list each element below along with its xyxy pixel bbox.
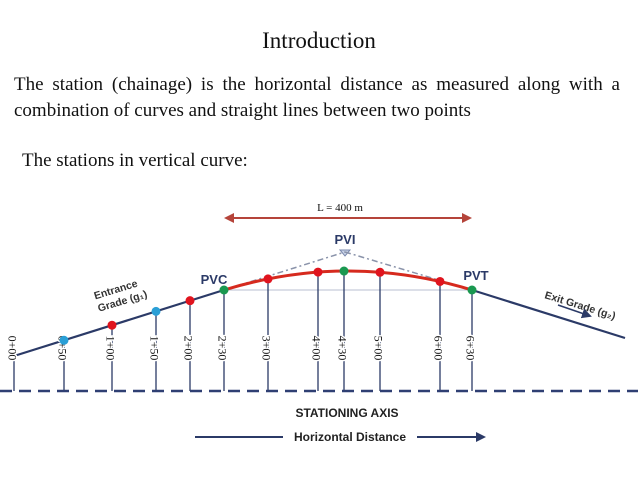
- exit-grade-arrow: [557, 304, 592, 319]
- station-label: 1+00: [103, 336, 117, 361]
- entrance-grade-label: Entrance Grade (g₁): [93, 278, 149, 315]
- station-point-red: [107, 320, 117, 330]
- station-point-red: [313, 267, 323, 277]
- pvc-label: PVC: [201, 272, 228, 287]
- station-label: 6+00: [431, 336, 445, 361]
- subheading: The stations in vertical curve:: [22, 150, 248, 171]
- station-label: 2+30: [215, 336, 229, 361]
- station-label: 5+00: [371, 336, 385, 361]
- station-point-red: [263, 274, 273, 284]
- pvi-label: PVI: [335, 232, 356, 247]
- station-label: 4+30: [335, 336, 349, 361]
- horizontal-distance-label: Horizontal Distance: [294, 430, 406, 444]
- station-point-green: [339, 266, 349, 276]
- station-label: 2+00: [181, 336, 195, 361]
- slide-title: Introduction: [262, 28, 376, 53]
- station-point-blue: [151, 306, 161, 316]
- station-label: 0+00: [5, 336, 19, 361]
- exit-tangent: [471, 288, 626, 340]
- station-point-red: [185, 296, 195, 306]
- vertical-curve: [223, 269, 473, 292]
- station-label: 1+50: [147, 336, 161, 361]
- tangent-extension-right: [344, 251, 473, 291]
- definition-paragraph: The station (chainage) is the horizontal…: [14, 74, 620, 121]
- pvt-label: PVT: [463, 268, 488, 283]
- station-point-red: [375, 267, 385, 277]
- station-point-red: [435, 276, 445, 286]
- station-label: 3+00: [259, 336, 273, 361]
- station-label: 6+30: [463, 336, 477, 361]
- station-point-green: [219, 285, 229, 295]
- station-point-green: [467, 285, 477, 295]
- stationing-axis-label: STATIONING AXIS: [295, 406, 398, 420]
- station-label: 4+00: [309, 336, 323, 361]
- exit-grade-label: Exit Grade (g₂): [543, 289, 617, 322]
- vertical-curve-diagram: L = 400 m PVI PVC PVT Entrance Grade (g₁…: [0, 202, 638, 444]
- station-point-blue: [59, 335, 69, 345]
- curve-length-label: L = 400 m: [317, 202, 363, 214]
